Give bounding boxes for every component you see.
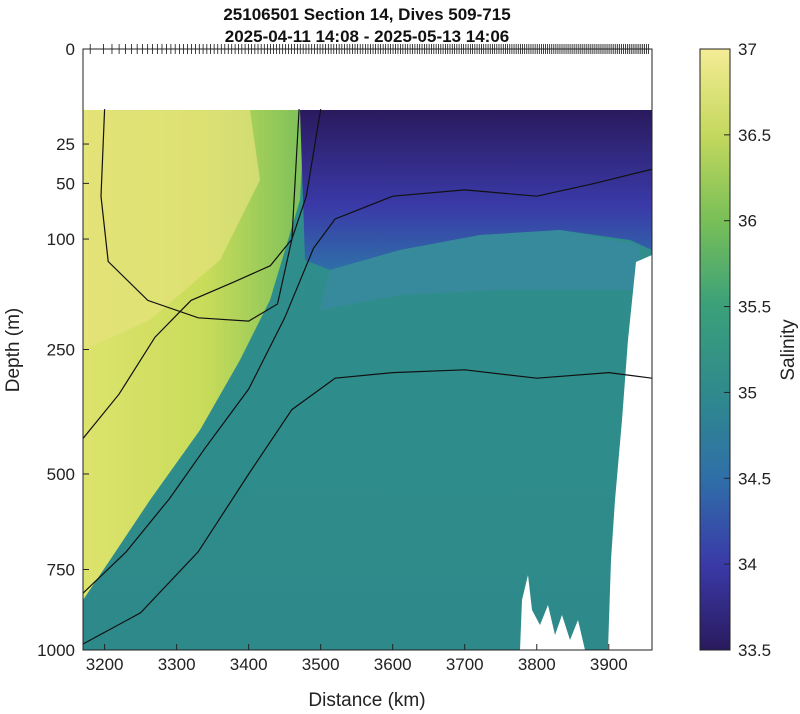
y-tick-label: 100 [47,230,75,249]
y-tick-label: 1000 [37,641,75,660]
colorbar-label: Salinity [778,319,799,381]
contour-line-36-5 [100,109,300,322]
no-data-surface-band [83,49,652,110]
x-axis-ticks: 3200 3300 3400 3500 3600 3700 3800 3900 [86,644,628,674]
x-axis-label: Distance (km) [308,690,425,711]
colorbar-tick-label: 35.5 [738,298,771,317]
colorbar-tick-label: 33.5 [738,641,771,660]
colorbar-tick-label: 37 [738,40,757,59]
transition-layer [320,230,640,310]
x-tick-label: 3700 [446,655,484,674]
colorbar [699,48,731,651]
colorbar-tick-label: 34 [738,555,757,574]
contour-line-35-5 [83,168,652,594]
y-tick-label: 0 [66,40,75,59]
y-axis-label: Depth (m) [3,308,24,392]
salinity-contours [83,109,652,645]
fresh-surface-layer [300,110,652,270]
saline-maximum-patch [83,110,260,350]
x-tick-label: 3900 [590,655,628,674]
x-tick-label: 3600 [374,655,412,674]
colorbar-ticks: 33.5 34 34.5 35 35.5 36 36.5 37 [724,40,771,660]
colorbar-tick-label: 34.5 [738,469,771,488]
x-tick-label: 3800 [518,655,556,674]
contour-line-35 [83,369,652,645]
x-tick-label: 3300 [158,655,196,674]
salinity-field [83,49,652,650]
colorbar-tick-label: 36 [738,212,757,231]
y-tick-label: 50 [56,174,75,193]
colorbar-tick-label: 36.5 [738,126,771,145]
y-tick-label: 750 [47,560,75,579]
no-data-east-gap [608,255,652,650]
x-tick-label: 3200 [86,655,124,674]
colorbar-tick-label: 35 [738,383,757,402]
x-tick-label: 3400 [230,655,268,674]
y-tick-label: 25 [56,135,75,154]
contour-line-36 [83,109,322,439]
y-axis-ticks: 0 25 50 100 250 500 750 1000 [37,40,89,660]
no-data-bottom-gaps [520,575,585,650]
y-tick-label: 250 [47,341,75,360]
chart-title-line-1: 25106501 Section 14, Dives 509-715 [223,5,510,24]
y-tick-label: 500 [47,465,75,484]
chart-title-line-2: 2025-04-11 14:08 - 2025-05-13 14:06 [225,27,510,46]
x-tick-label: 3500 [302,655,340,674]
